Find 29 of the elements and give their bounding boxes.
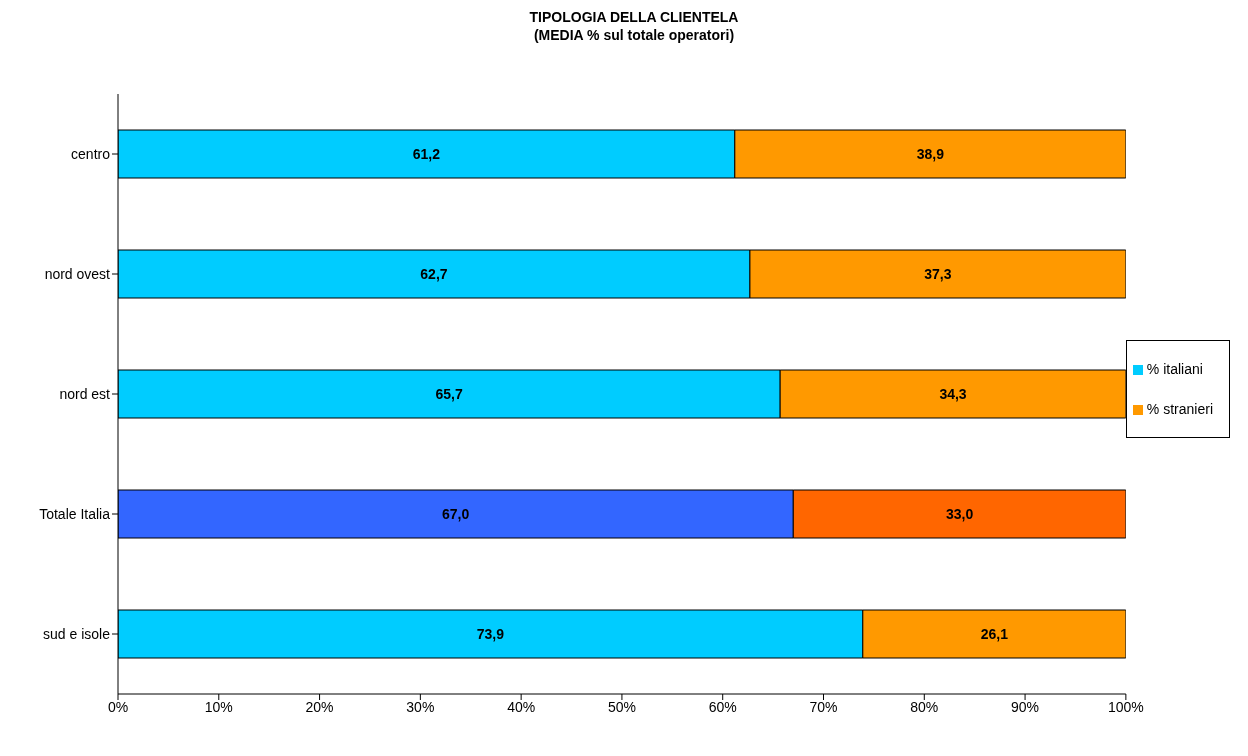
data-label: 67,0 <box>442 506 470 522</box>
x-tick-label: 50% <box>607 698 636 715</box>
x-tick-label: 60% <box>708 698 737 715</box>
chart-title: TIPOLOGIA DELLA CLIENTELA (MEDIA % sul totale operatori) <box>528 8 740 44</box>
legend-label: % stranieri <box>1146 401 1213 417</box>
data-label: 61,2 <box>412 146 441 162</box>
y-tick-label: Totale Italia <box>39 505 111 522</box>
data-label: 38,9 <box>916 146 945 162</box>
data-label: 34,3 <box>939 386 967 402</box>
data-label: 37,3 <box>924 266 952 282</box>
data-label: 62,7 <box>420 266 448 282</box>
data-label: 73,9 <box>476 626 505 642</box>
data-label: 33,0 <box>945 506 974 522</box>
x-tick-label: 20% <box>305 698 334 715</box>
legend-label: % italiani <box>1146 361 1203 377</box>
x-tick-label: 100% <box>1107 698 1144 715</box>
x-tick-label: 40% <box>507 698 536 715</box>
x-tick-label: 70% <box>809 698 838 715</box>
x-tick-label: 30% <box>406 698 435 715</box>
x-tick-label: 90% <box>1011 698 1040 715</box>
data-label: 26,1 <box>980 626 1009 642</box>
x-tick-label: 0% <box>107 698 129 715</box>
y-tick-label: nord est <box>59 385 111 402</box>
y-tick-label: nord ovest <box>44 265 111 282</box>
y-tick-label: centro <box>71 145 111 162</box>
x-tick-label: 80% <box>910 698 939 715</box>
data-label: 65,7 <box>435 386 463 402</box>
x-tick-label: 10% <box>204 698 233 715</box>
y-tick-label: sud e isole <box>43 625 111 642</box>
